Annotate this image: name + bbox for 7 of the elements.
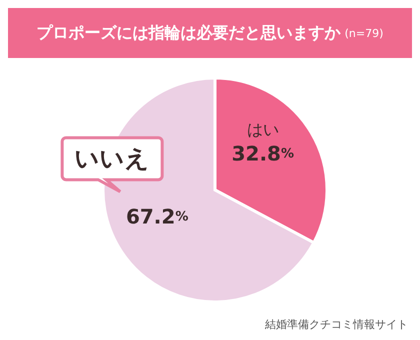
slice-label: いいえ <box>74 144 150 173</box>
text: (n=79) <box>344 26 384 40</box>
slice-label: はい <box>246 120 279 139</box>
chart-title: プロポーズには指輪は必要だと思いますか <box>36 22 341 44</box>
data-label: 32.8% <box>232 141 294 166</box>
data-label: 67.2% <box>126 204 188 229</box>
text: 結婚準備クチコミ情報サイト <box>265 317 408 332</box>
